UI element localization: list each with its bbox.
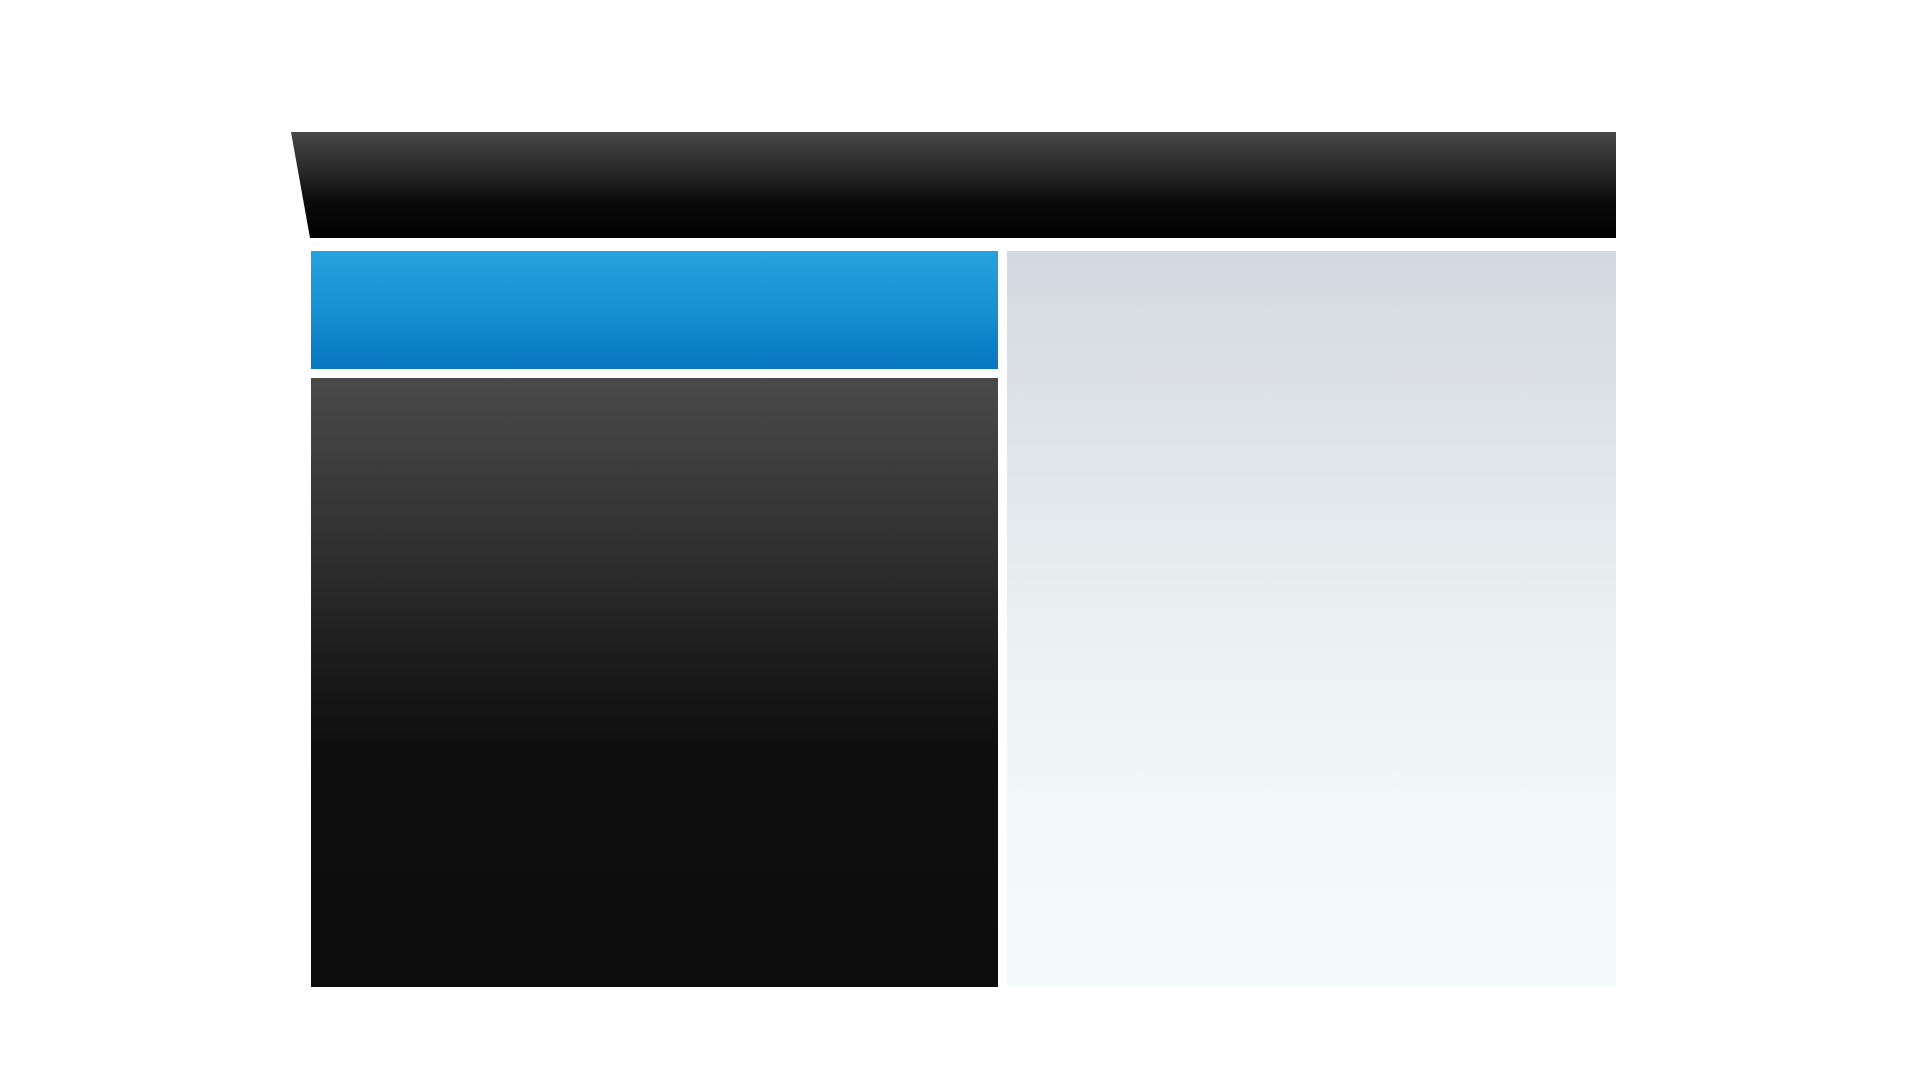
title-bar bbox=[291, 132, 1616, 238]
content-panel-dark bbox=[311, 378, 998, 987]
banner-panel bbox=[311, 251, 998, 369]
content-panel-light bbox=[1007, 251, 1616, 987]
